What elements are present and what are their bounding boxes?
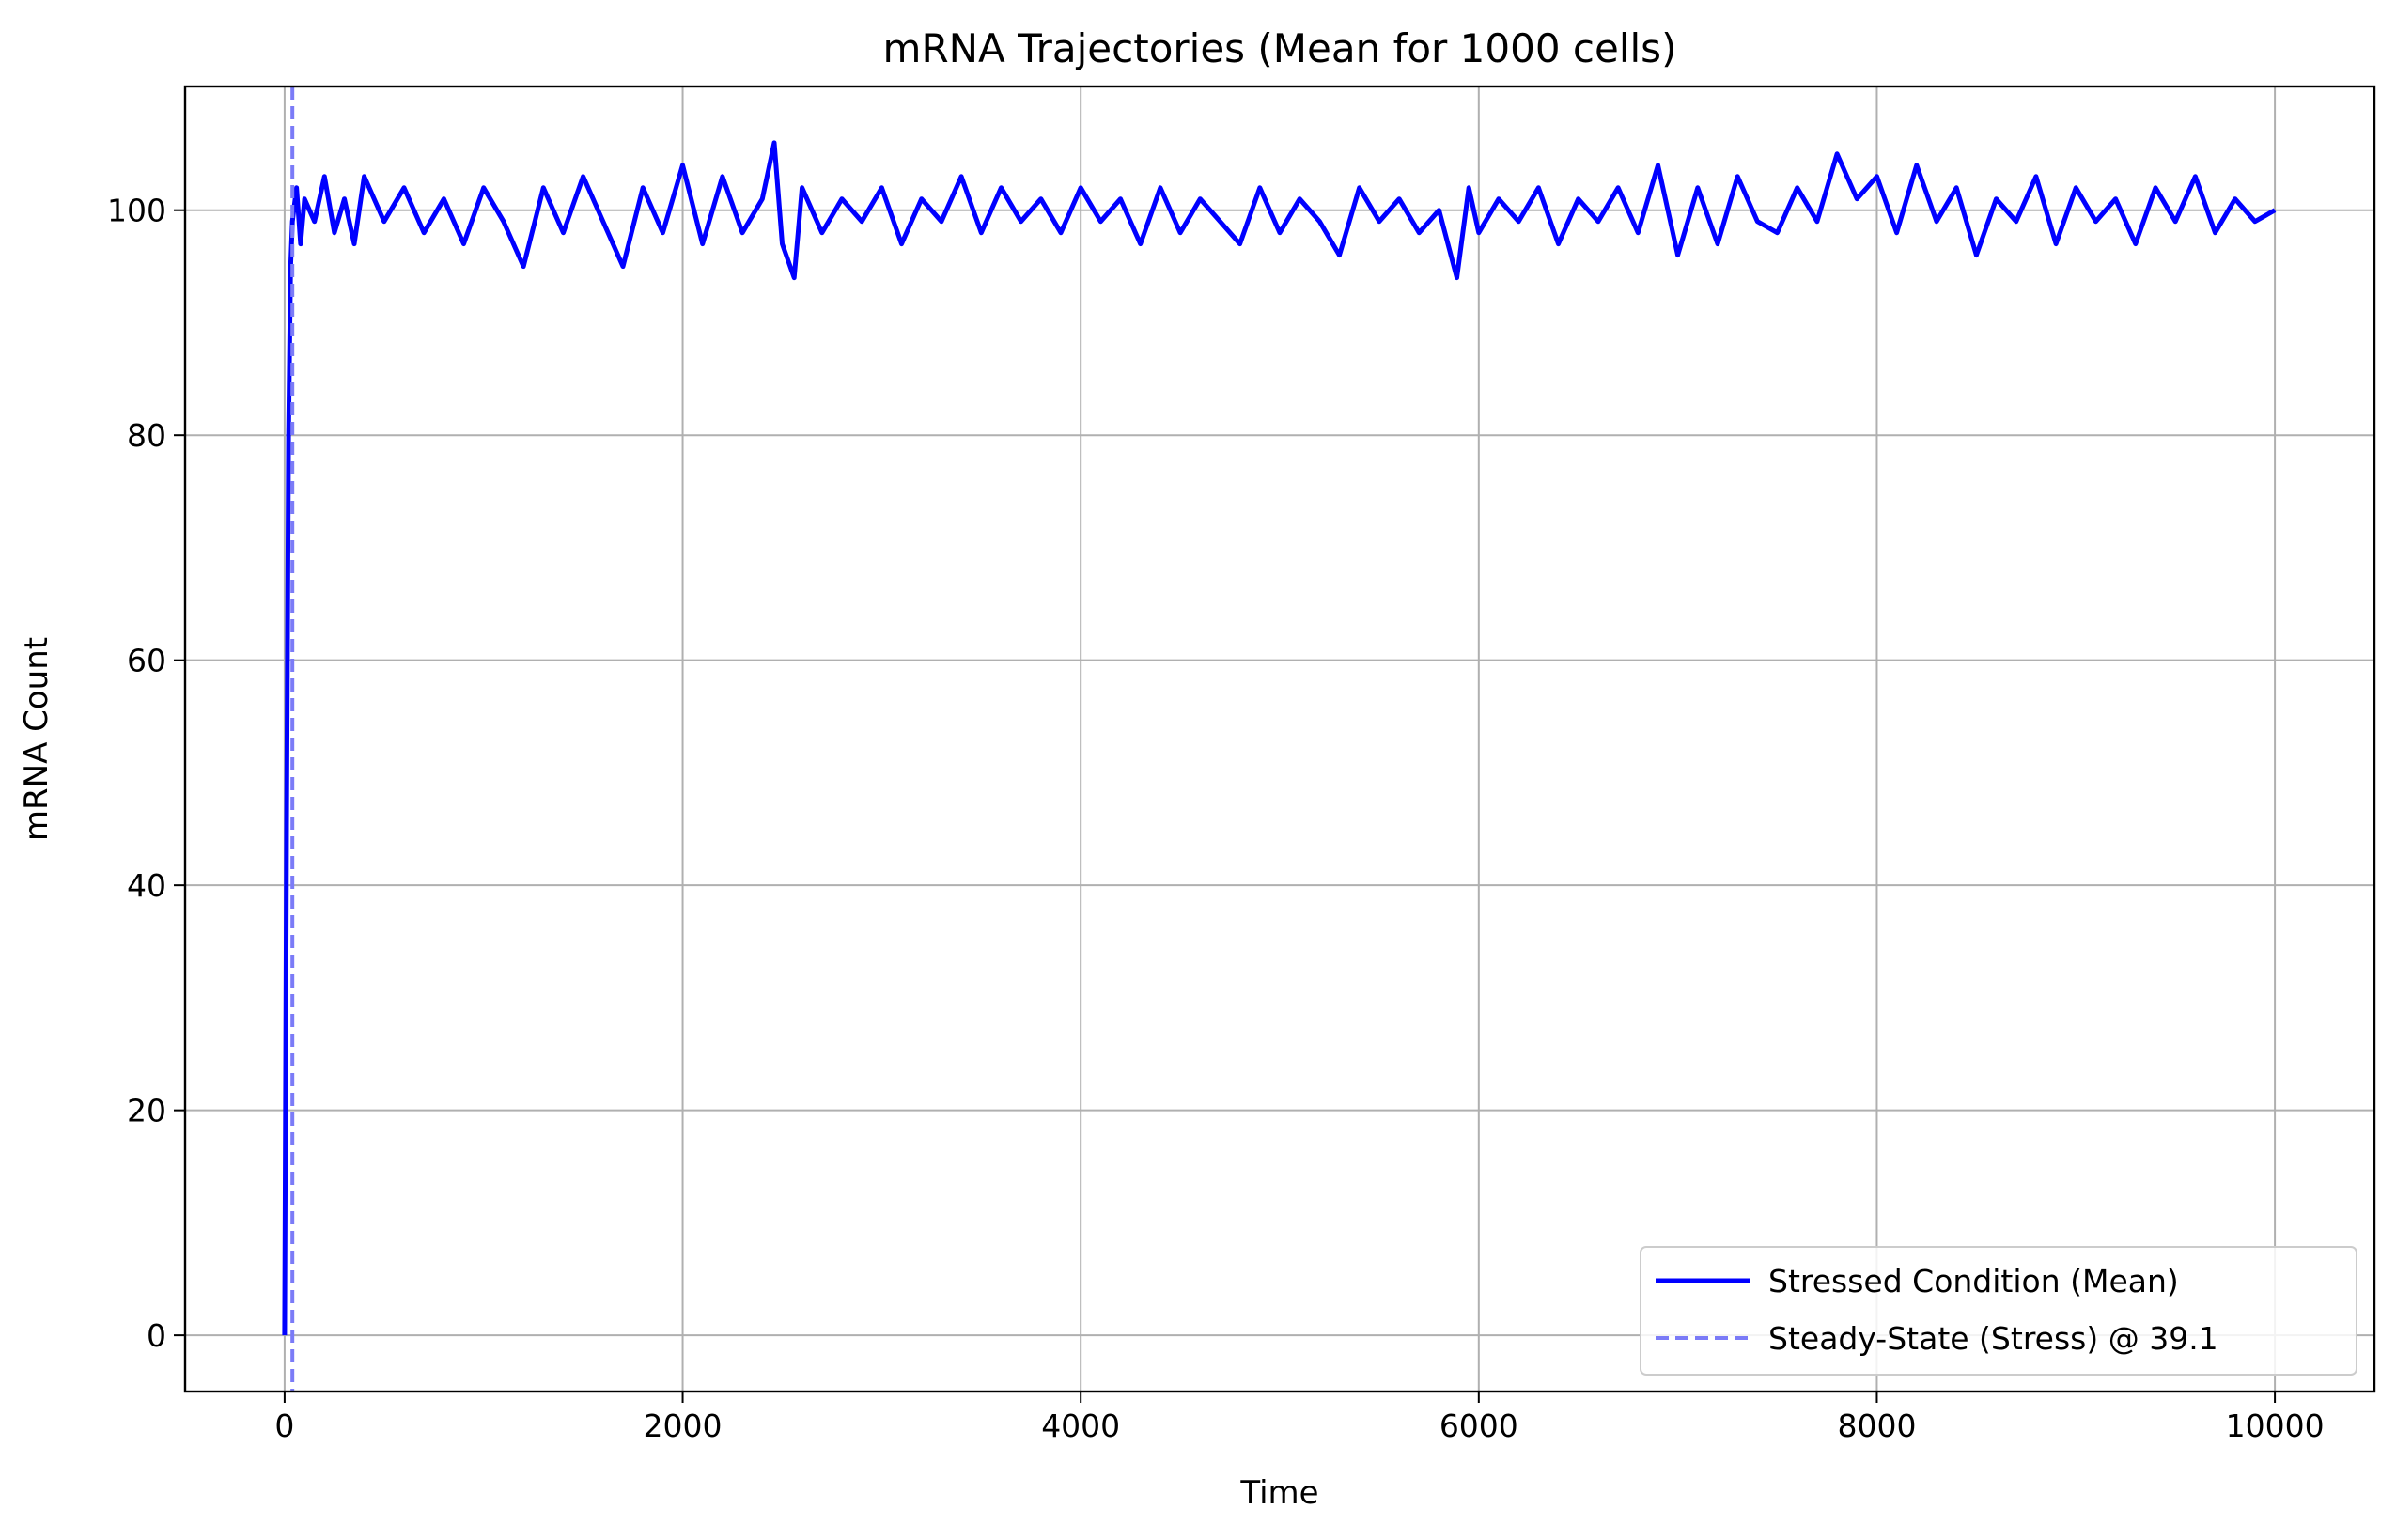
y-tick-label: 100 [107,193,166,229]
x-tick-label: 6000 [1439,1408,1518,1444]
legend-label-steady-state: Steady-State (Stress) @ 39.1 [1768,1320,2218,1357]
chart-title: mRNA Trajectories (Mean for 1000 cells) [883,25,1677,71]
series-layer [282,86,2277,1392]
x-axis-label: Time [1239,1474,1318,1512]
x-tick-label: 10000 [2226,1408,2325,1444]
x-tick-label: 0 [274,1408,294,1444]
y-tick-label: 60 [127,643,166,679]
y-axis-label: mRNA Count [18,637,55,841]
legend: Stressed Condition (Mean) Steady-State (… [1640,1246,2357,1376]
y-tick-label: 0 [147,1317,166,1354]
y-tick-label: 80 [127,417,166,454]
y-tick-label: 40 [127,867,166,904]
series-line-stressed [282,140,2277,1336]
x-tick-label: 2000 [644,1408,723,1444]
legend-box [1640,1246,2357,1376]
tick-layer: 0 2000 4000 6000 8000 10000 0 20 40 60 80 100 [107,193,2325,1444]
legend-label-stressed: Stressed Condition (Mean) [1768,1263,2179,1299]
y-tick-label: 20 [127,1093,166,1129]
plot-frame [183,85,2376,1393]
x-tick-label: 8000 [1837,1408,1916,1444]
grid-layer [185,86,2374,1392]
x-tick-label: 4000 [1041,1408,1120,1444]
